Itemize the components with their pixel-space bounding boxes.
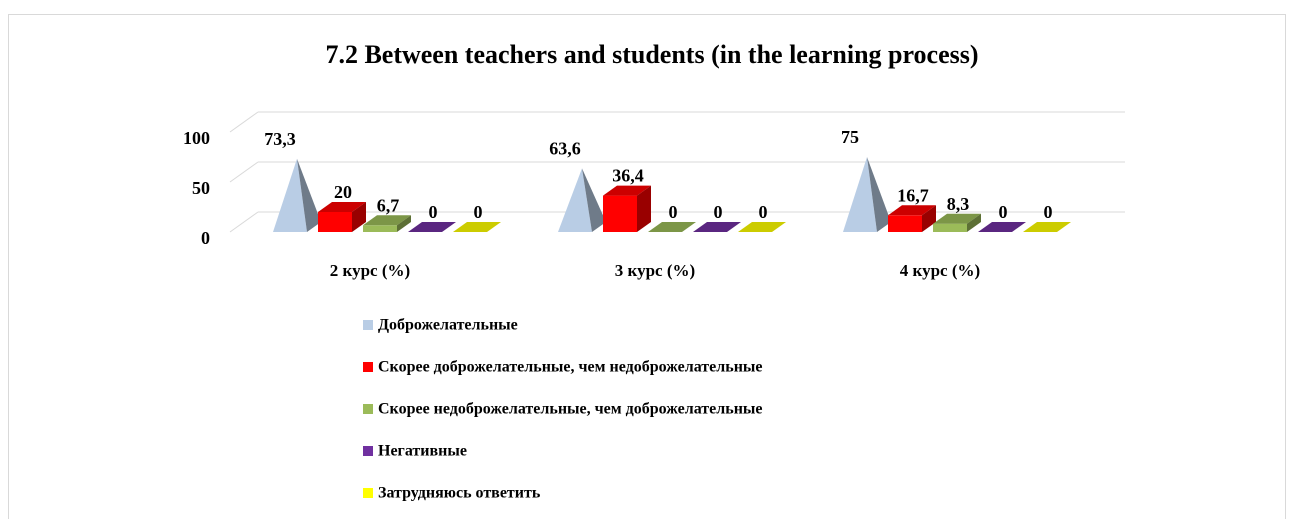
grid-line — [229, 161, 259, 183]
data-label: 0 — [759, 202, 768, 222]
bar-top — [978, 222, 1026, 232]
bar-side — [397, 215, 411, 232]
grid-line — [229, 111, 259, 133]
data-label: 6,7 — [377, 195, 400, 215]
bar-top — [738, 222, 786, 232]
bar-face — [843, 157, 877, 232]
legend-swatch — [363, 320, 373, 330]
chart-title: 7.2 Between teachers and students (in th… — [325, 40, 978, 69]
legend-label: Скорее недоброжелательные, чем доброжела… — [378, 401, 763, 418]
bar — [933, 213, 981, 232]
bar-top — [453, 222, 501, 232]
bar-top — [648, 222, 696, 232]
bar — [453, 222, 501, 232]
data-label: 0 — [999, 202, 1008, 222]
data-label: 0 — [714, 202, 723, 222]
x-tick-label: 2 курс (%) — [330, 261, 410, 280]
data-label: 36,4 — [612, 166, 644, 186]
bar — [318, 202, 366, 232]
legend-swatch — [363, 488, 373, 498]
bar-top — [693, 222, 741, 232]
legend-swatch — [363, 446, 373, 456]
bar-side — [582, 168, 606, 232]
bar-face — [273, 158, 307, 232]
bar-face — [933, 223, 967, 232]
bar-top — [1023, 222, 1071, 232]
bar — [273, 158, 321, 232]
data-label: 0 — [1044, 202, 1053, 222]
bar — [363, 215, 411, 232]
data-label: 16,7 — [897, 185, 929, 205]
bar-top — [603, 185, 651, 196]
bar-face — [603, 195, 637, 232]
data-label: 0 — [474, 202, 483, 222]
legend-label: Скорее доброжелательные, чем недоброжела… — [378, 359, 763, 376]
bar-side — [967, 213, 981, 232]
bar — [843, 157, 891, 232]
data-label: 8,3 — [947, 194, 970, 214]
bar-top — [363, 215, 411, 226]
bar-side — [637, 185, 651, 232]
x-tick-label: 4 курс (%) — [900, 261, 980, 280]
bar-side — [352, 202, 366, 232]
bar-face — [888, 215, 922, 232]
bar — [1023, 222, 1071, 232]
bar-face — [363, 225, 397, 232]
legend-swatch — [363, 404, 373, 414]
bar-top — [318, 202, 366, 212]
y-tick-label: 100 — [183, 128, 210, 148]
data-label: 0 — [429, 202, 438, 222]
bar — [738, 222, 786, 232]
bar-top — [888, 205, 936, 216]
bar-face — [318, 212, 352, 232]
bar — [558, 168, 606, 232]
grid-line — [229, 211, 259, 233]
bar — [603, 185, 651, 232]
bar-top — [408, 222, 456, 232]
data-label: 20 — [334, 182, 352, 202]
bar-top — [933, 213, 981, 224]
bar — [408, 222, 456, 232]
data-label: 63,6 — [549, 139, 581, 159]
chart-border — [8, 14, 1286, 519]
bar — [978, 222, 1026, 232]
data-label: 0 — [669, 202, 678, 222]
bar — [648, 222, 696, 232]
bar-side — [297, 158, 321, 232]
bar — [693, 222, 741, 232]
bar — [888, 205, 936, 232]
legend-label: Доброжелательные — [378, 317, 518, 334]
bar-side — [922, 205, 936, 232]
x-tick-label: 3 курс (%) — [615, 261, 695, 280]
legend-label: Затрудняюсь ответить — [378, 485, 541, 502]
bar-face — [558, 168, 592, 232]
y-tick-label: 50 — [192, 178, 210, 198]
data-label: 73,3 — [264, 129, 296, 149]
data-label: 75 — [841, 127, 859, 147]
legend-label: Негативные — [378, 443, 467, 460]
legend-swatch — [363, 362, 373, 372]
bar-side — [867, 157, 891, 232]
y-tick-label: 0 — [201, 228, 210, 248]
